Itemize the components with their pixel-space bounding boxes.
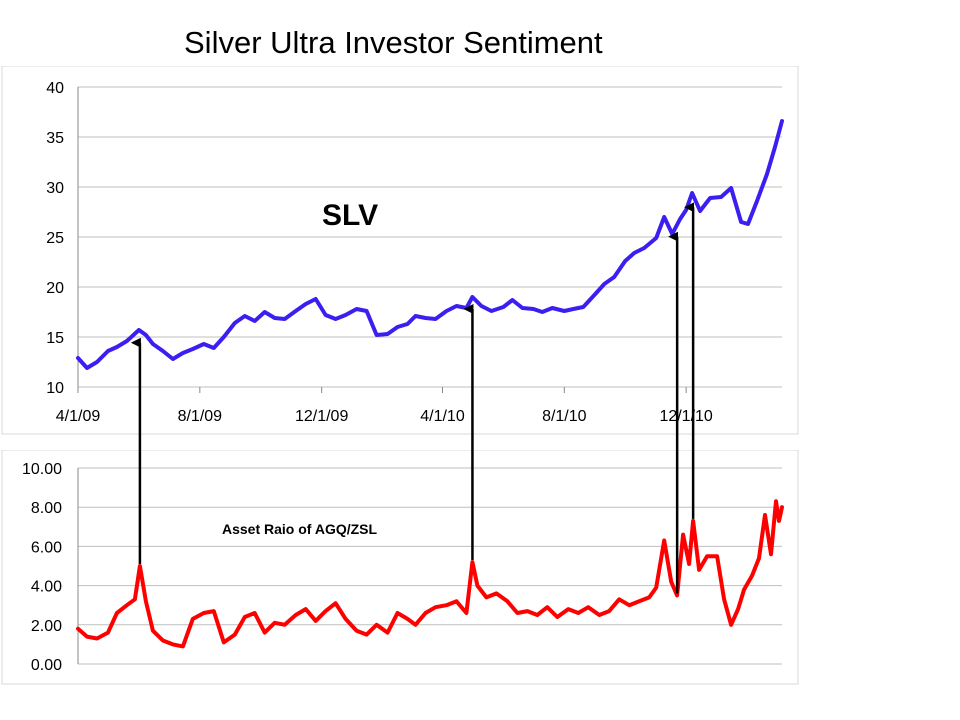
bottom-y-tick-label: 8.00 bbox=[31, 500, 62, 517]
bottom-y-tick-label: 10.00 bbox=[22, 461, 62, 478]
slv-price-chart: 10 15 20 25 30 35 40 4/1/09 8/1/09 12/1/09 4/1/10… bbox=[1, 66, 799, 435]
top-y-tick-label: 10 bbox=[46, 380, 64, 397]
top-y-tick-label: 15 bbox=[46, 330, 64, 347]
agq-zsl-ratio-chart: 0.00 2.00 4.00 6.00 8.00 10.00 Asset Raio of … bbox=[1, 450, 799, 685]
top-y-tick-label: 35 bbox=[46, 130, 64, 147]
slv-series-line bbox=[76, 119, 784, 370]
bottom-y-tick-label: 0.00 bbox=[31, 657, 62, 674]
top-x-tick-label: 4/1/10 bbox=[420, 408, 465, 425]
slv-annotation: SLV bbox=[322, 199, 378, 232]
top-x-tick-label: 8/1/09 bbox=[178, 408, 223, 425]
chart-title: Silver Ultra Investor Sentiment bbox=[176, 18, 704, 68]
top-y-tick-label: 30 bbox=[46, 180, 64, 197]
bottom-chart-frame bbox=[1, 450, 799, 685]
top-y-tick-label: 40 bbox=[46, 80, 64, 97]
top-chart-frame bbox=[1, 66, 799, 435]
top-x-tick-label: 4/1/09 bbox=[56, 408, 101, 425]
top-x-tick-label: 12/1/09 bbox=[295, 408, 348, 425]
top-gridlines bbox=[77, 86, 782, 393]
bottom-y-tick-label: 2.00 bbox=[31, 618, 62, 635]
top-x-tick-label: 12/1/10 bbox=[659, 408, 712, 425]
bottom-y-tick-labels: 0.00 2.00 4.00 6.00 8.00 10.00 bbox=[22, 461, 62, 674]
top-y-tick-labels: 10 15 20 25 30 35 40 bbox=[46, 80, 64, 397]
top-x-tick-label: 8/1/10 bbox=[542, 408, 587, 425]
bottom-y-tick-label: 4.00 bbox=[31, 579, 62, 596]
bottom-y-tick-label: 6.00 bbox=[31, 539, 62, 556]
top-y-tick-label: 20 bbox=[46, 280, 64, 297]
top-y-tick-label: 25 bbox=[46, 230, 64, 247]
ratio-annotation: Asset Raio of AGQ/ZSL bbox=[222, 521, 378, 537]
top-x-tick-labels: 4/1/09 8/1/09 12/1/09 4/1/10 8/1/10 12/1/10 bbox=[56, 408, 713, 425]
ratio-series-line bbox=[76, 499, 784, 649]
